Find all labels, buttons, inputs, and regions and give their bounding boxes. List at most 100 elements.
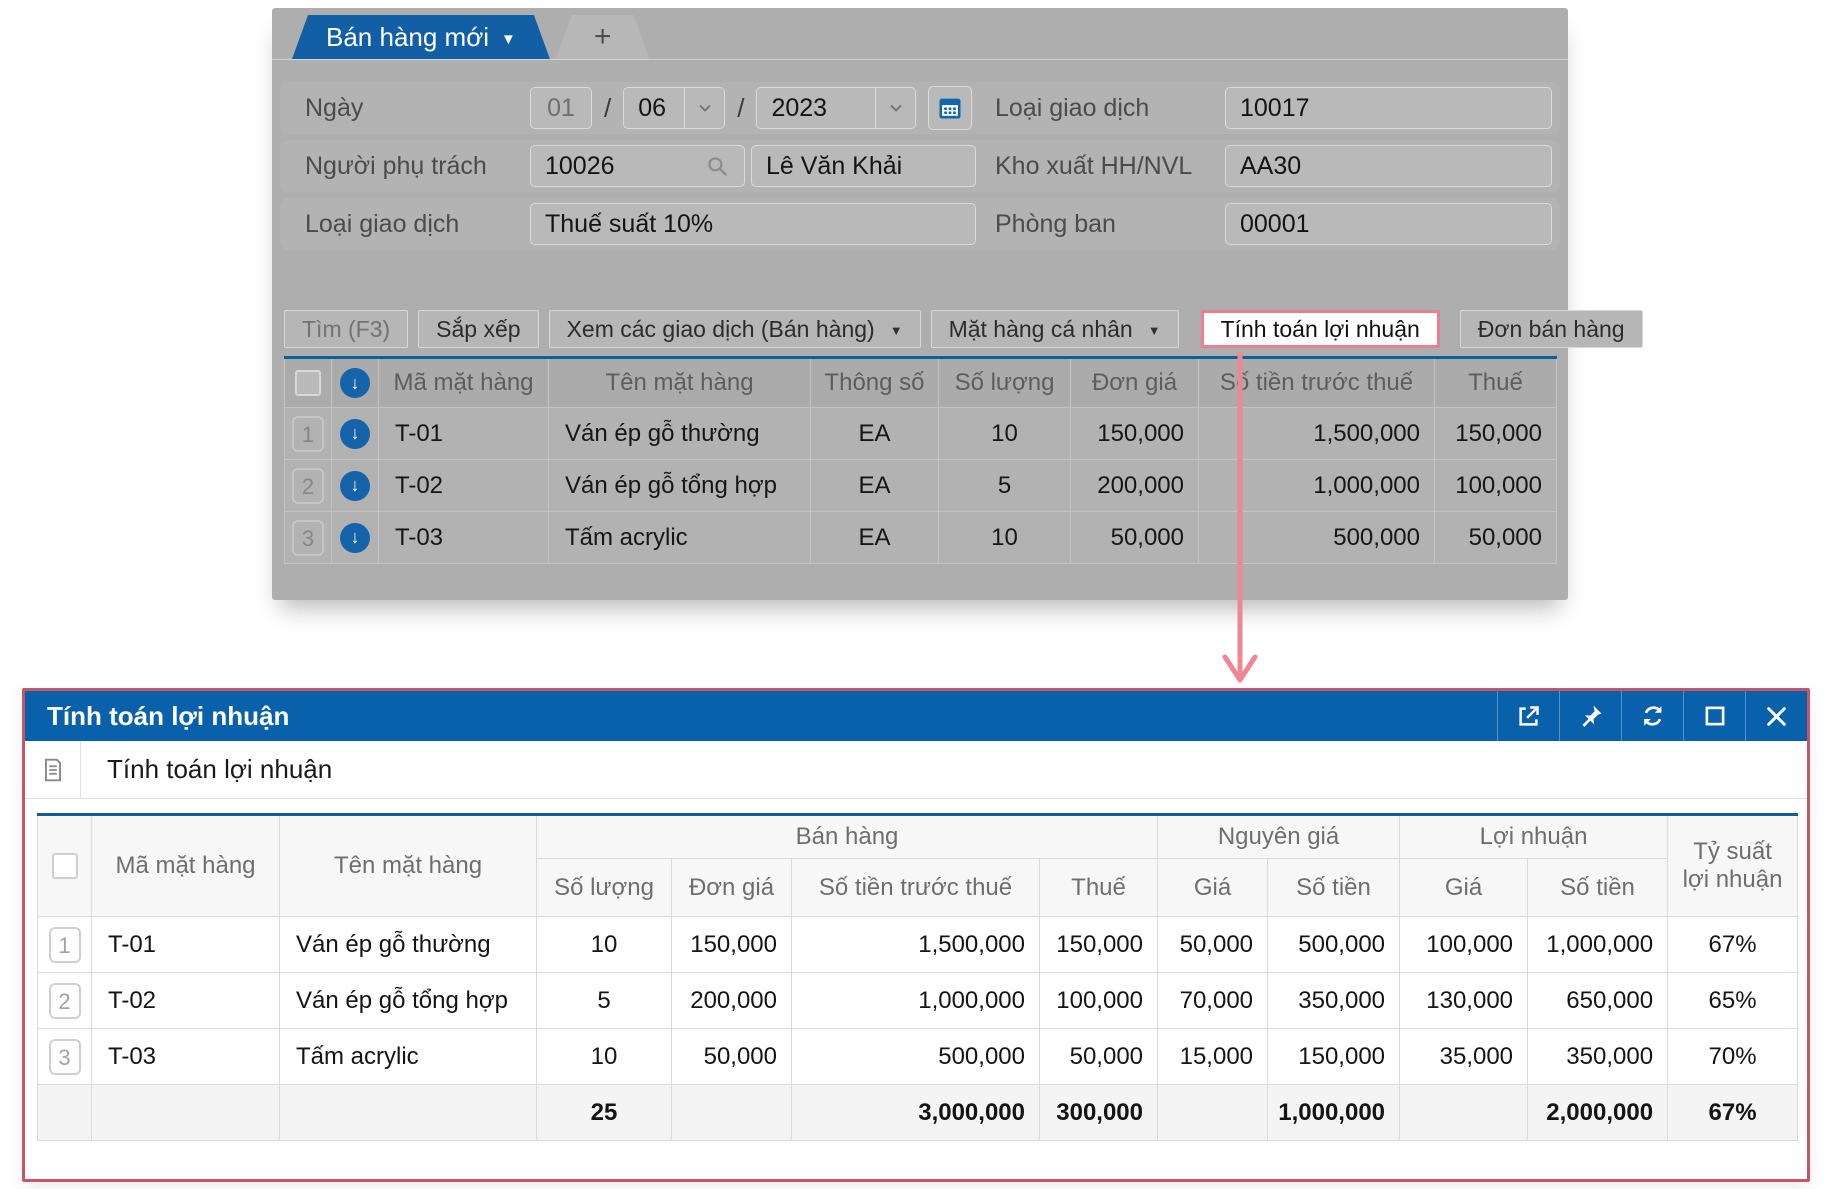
month-dropdown[interactable] <box>684 88 724 128</box>
cell-spec: EA <box>811 512 939 564</box>
new-tab-button[interactable]: + <box>556 15 650 59</box>
total-qty: 25 <box>537 1085 672 1141</box>
col-header-qty: Số lượng <box>537 859 672 917</box>
warehouse-field[interactable]: AA30 <box>1225 145 1552 187</box>
person-search-button[interactable] <box>704 153 730 179</box>
profit-modal: Tính toán lợi nhuận <box>22 688 1810 1182</box>
form-row-warehouse: Kho xuất HH/NVL AA30 <box>995 145 1552 187</box>
insert-row-button[interactable]: ↓ <box>340 419 370 449</box>
view-transactions-button[interactable]: Xem các giao dịch (Bán hàng) ▼ <box>549 310 921 348</box>
modal-subheader: Tính toán lợi nhuận <box>25 741 1807 799</box>
department-value: 00001 <box>1240 210 1310 239</box>
rownum-cell: 3 <box>285 512 332 564</box>
total-empty-cell <box>672 1085 792 1141</box>
cell-code: T-02 <box>379 460 549 512</box>
profit-grid-group-header: Mã mặt hàng Tên mặt hàng Bán hàng Nguyên… <box>38 815 1798 859</box>
cell-tax: 50,000 <box>1040 1029 1158 1085</box>
form-row-person: Người phụ trách 10026 Lê Văn Khải <box>305 145 976 187</box>
cell-name: Tấm acrylic <box>280 1029 537 1085</box>
date-day-field[interactable]: 01 <box>530 87 592 129</box>
annotation-arrow <box>1218 352 1262 690</box>
cell-spec: EA <box>811 460 939 512</box>
row-arrow-cell: ↓ <box>332 460 379 512</box>
table-row: 1 ↓ T-01 Ván ép gỗ thường EA 10 150,000 … <box>285 408 1557 460</box>
date-month-field[interactable]: 06 <box>623 87 725 129</box>
cell-cost-amount: 150,000 <box>1268 1029 1400 1085</box>
modal-titlebar: Tính toán lợi nhuận <box>25 691 1807 741</box>
date-year-value: 2023 <box>771 94 827 123</box>
sort-button[interactable]: Sắp xếp <box>418 310 538 348</box>
col-header-name: Tên mặt hàng <box>549 358 811 408</box>
year-dropdown[interactable] <box>875 88 915 128</box>
header-checkbox-cell <box>38 815 92 917</box>
txn-field[interactable]: 10017 <box>1225 87 1552 129</box>
cell-amount: 1,000,000 <box>792 973 1040 1029</box>
group-header-sales: Bán hàng <box>537 815 1158 859</box>
insert-row-button[interactable]: ↓ <box>340 523 370 553</box>
chevron-down-icon: ▼ <box>1148 320 1161 338</box>
cell-price: 150,000 <box>672 917 792 973</box>
cell-profit-price: 100,000 <box>1400 917 1528 973</box>
col-header-code: Mã mặt hàng <box>379 358 549 408</box>
refresh-button[interactable] <box>1621 691 1683 741</box>
row-number: 3 <box>292 520 324 556</box>
form-row-taxtype: Loại giao dịch Thuế suất 10% <box>305 203 976 245</box>
find-button[interactable]: Tìm (F3) <box>284 310 408 348</box>
close-button[interactable] <box>1745 691 1807 741</box>
department-field[interactable]: 00001 <box>1225 203 1552 245</box>
personal-items-button[interactable]: Mặt hàng cá nhân ▼ <box>931 310 1179 348</box>
rownum-cell: 2 <box>38 973 92 1029</box>
calendar-button[interactable] <box>928 86 972 130</box>
insert-row-button[interactable]: ↓ <box>340 368 370 398</box>
cell-cost-price: 50,000 <box>1158 917 1268 973</box>
taxtype-value: Thuế suất 10% <box>545 210 713 239</box>
table-row: 2 ↓ T-02 Ván ép gỗ tổng hợp EA 5 200,000… <box>285 460 1557 512</box>
sales-order-button[interactable]: Đơn bán hàng <box>1460 310 1643 348</box>
header-arrow-cell: ↓ <box>332 358 379 408</box>
cell-cost-amount: 500,000 <box>1268 917 1400 973</box>
tab-ban-hang-moi[interactable]: Bán hàng mới ▼ <box>292 15 550 59</box>
cell-qty: 5 <box>537 973 672 1029</box>
row-number: 3 <box>49 1039 81 1075</box>
cell-margin: 67% <box>1668 917 1798 973</box>
cell-name: Tấm acrylic <box>549 512 811 564</box>
down-arrow-icon: ↓ <box>351 527 360 548</box>
select-all-checkbox[interactable] <box>295 370 321 396</box>
maximize-icon <box>1702 703 1728 729</box>
total-empty-cell <box>38 1085 92 1141</box>
insert-row-button[interactable]: ↓ <box>340 471 370 501</box>
rownum-cell: 1 <box>38 917 92 973</box>
open-in-new-window-button[interactable] <box>1497 691 1559 741</box>
col-header-qty: Số lượng <box>939 358 1071 408</box>
profit-calc-button[interactable]: Tính toán lợi nhuận <box>1201 310 1440 348</box>
col-header-code: Mã mặt hàng <box>92 815 280 917</box>
rownum-cell: 1 <box>285 408 332 460</box>
txn-value: 10017 <box>1240 94 1310 123</box>
total-empty-cell <box>280 1085 537 1141</box>
date-label: Ngày <box>305 94 530 123</box>
cell-amount: 1,500,000 <box>792 917 1040 973</box>
taxtype-field[interactable]: Thuế suất 10% <box>530 203 976 245</box>
cell-qty: 10 <box>939 512 1071 564</box>
form-row-date: Ngày 01 / 06 / 2023 <box>305 87 972 129</box>
rownum-cell: 3 <box>38 1029 92 1085</box>
sales-grid: ↓ Mã mặt hàng Tên mặt hàng Thông số Số l… <box>284 356 1557 564</box>
cell-profit-price: 130,000 <box>1400 973 1528 1029</box>
row-arrow-cell: ↓ <box>332 512 379 564</box>
col-header-tax: Thuế <box>1435 358 1557 408</box>
maximize-button[interactable] <box>1683 691 1745 741</box>
date-month-value: 06 <box>638 94 666 123</box>
date-year-field[interactable]: 2023 <box>756 87 916 129</box>
person-name-field[interactable]: Lê Văn Khải <box>751 145 976 187</box>
total-empty-cell <box>1158 1085 1268 1141</box>
calendar-icon <box>936 94 964 122</box>
sales-grid-header: ↓ Mã mặt hàng Tên mặt hàng Thông số Số l… <box>285 358 1557 408</box>
cell-name: Ván ép gỗ tổng hợp <box>549 460 811 512</box>
cell-margin: 65% <box>1668 973 1798 1029</box>
row-number: 1 <box>49 927 81 963</box>
person-code-field[interactable]: 10026 <box>530 145 745 187</box>
modal-subtitle: Tính toán lợi nhuận <box>81 754 332 785</box>
pin-button[interactable] <box>1559 691 1621 741</box>
select-all-checkbox[interactable] <box>52 853 78 879</box>
col-header-profit-price: Giá <box>1400 859 1528 917</box>
